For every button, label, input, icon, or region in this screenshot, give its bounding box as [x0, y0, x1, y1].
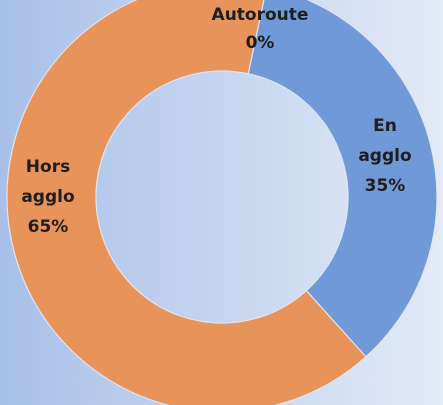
- labels: Autoroute 0% En agglo 35% Hors agglo 65%: [21, 5, 411, 237]
- category-label: En agglo: [358, 116, 411, 166]
- slice: [6, 0, 367, 405]
- category-label: Autoroute: [212, 5, 309, 25]
- value-label: 0%: [246, 33, 275, 53]
- slices: [6, 0, 438, 405]
- slice-label: En agglo 35%: [358, 116, 411, 196]
- slice-label: Hors agglo 65%: [21, 157, 74, 237]
- slice-label: Autoroute 0%: [212, 5, 309, 53]
- value-label: 35%: [365, 176, 406, 196]
- value-label: 65%: [28, 217, 69, 237]
- slice: [247, 0, 438, 358]
- category-label: Hors agglo: [21, 157, 74, 207]
